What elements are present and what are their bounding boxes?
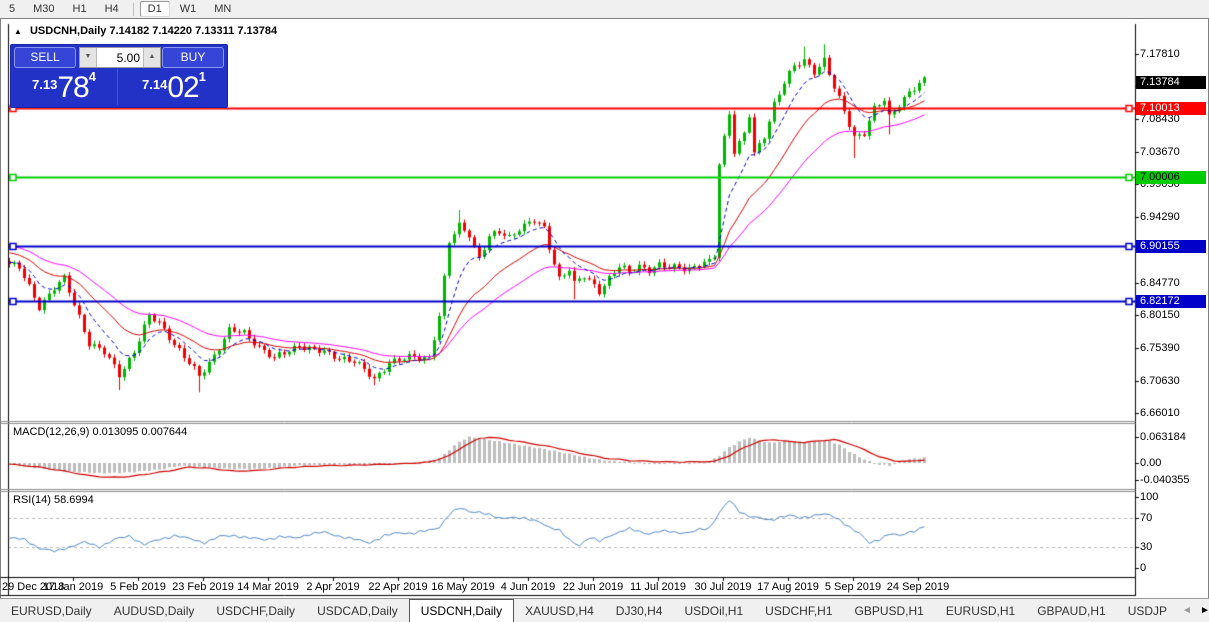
rsi-indicator-label: RSI(14) 58.6994 [13, 494, 94, 506]
rsi-tick: 70 [1140, 512, 1153, 525]
buy-price-prefix: 7.14 [142, 77, 168, 92]
date-tick-label: 5 Sep 2019 [824, 581, 882, 593]
price-tick: 7.17810 [1140, 48, 1180, 60]
price-tick: 7.03670 [1140, 145, 1180, 158]
tab-scroll-right-icon[interactable]: ► [1199, 605, 1209, 616]
chart-tab-usdoil-h1[interactable]: USDOil,H1 [684, 603, 744, 618]
date-tick-label: 22 Apr 2019 [368, 581, 428, 593]
sell-button[interactable]: SELL [14, 47, 76, 68]
tab-scroll-left-icon[interactable]: ◄ [1182, 605, 1192, 616]
timeframe-button-h1[interactable]: H1 [72, 3, 87, 15]
one-click-trade-panel: SELL ▼ ▲ BUY 7.13784 7.14021 [10, 44, 228, 108]
chart-title: ▲ USDCNH,Daily 7.14182 7.14220 7.13311 7… [14, 25, 277, 37]
price-tick: 6.75390 [1140, 341, 1180, 354]
hline-price-badge: 7.00006 [1136, 171, 1206, 185]
price-tick: 6.66010 [1140, 406, 1180, 419]
ohlc-open: 7.14182 [109, 25, 150, 37]
date-tick-label: 5 Feb 2019 [110, 581, 166, 593]
price-tick: 6.80150 [1140, 308, 1180, 321]
trade-panel-controls: SELL ▼ ▲ BUY [11, 45, 227, 69]
price-tick: 6.70630 [1140, 374, 1180, 387]
price-tick: 7.08430 [1140, 113, 1180, 125]
chevron-up-icon: ▲ [148, 53, 156, 60]
chevron-down-icon: ▼ [84, 53, 92, 60]
timeframe-button-d1[interactable]: D1 [139, 1, 170, 17]
price-tick: 6.94290 [1140, 210, 1180, 223]
timeframe-button-h4[interactable]: H4 [104, 3, 119, 15]
rsi-tick: 100 [1140, 491, 1159, 503]
hline-price-badge: 7.10013 [1136, 102, 1206, 116]
buy-price-main: 02 [167, 71, 199, 104]
date-tick-label: 17 Aug 2019 [757, 581, 819, 593]
date-tick-label: 14 Mar 2019 [237, 581, 299, 593]
sell-price-main: 78 [57, 71, 89, 104]
rsi-tick: 30 [1140, 540, 1153, 553]
date-tick-label: 24 Sep 2019 [886, 581, 950, 593]
volume-control: ▼ ▲ [79, 47, 161, 68]
date-tick-label: 11 Jul 2019 [629, 581, 687, 593]
sell-price-pip: 4 [88, 69, 96, 84]
chart-tab-dj30-h4[interactable]: DJ30,H4 [615, 603, 663, 618]
macd-tick: -0.040355 [1140, 473, 1190, 486]
chart-symbol: USDCNH,Daily [29, 25, 107, 37]
date-tick-label: 23 Feb 2019 [172, 581, 234, 593]
date-tick-label: 17 Jan 2019 [42, 581, 104, 593]
timeframe-button-mn[interactable]: MN [214, 3, 232, 15]
price-tick: 6.84770 [1140, 276, 1180, 289]
chart-tab-eurusd-h1[interactable]: EURUSD,H1 [945, 603, 1016, 618]
macd-indicator-label: MACD(12,26,9) 0.013095 0.007644 [13, 426, 188, 438]
buy-price-pip: 1 [198, 69, 206, 84]
collapse-triangle-icon[interactable]: ▲ [14, 27, 22, 36]
tab-nav: ◄ ► [1178, 599, 1209, 622]
rsi-tick: 0 [1140, 562, 1147, 574]
date-tick-label: 30 Jul 2019 [694, 581, 752, 593]
sell-price-display[interactable]: 7.13784 [11, 69, 118, 105]
ohlc-low: 7.13311 [195, 25, 235, 37]
timeframe-button-5[interactable]: 5 [9, 3, 16, 15]
chart-tab-audusd-daily[interactable]: AUDUSD,Daily [113, 603, 195, 618]
volume-increase-button[interactable]: ▲ [143, 48, 160, 67]
chart-tab-gbpaud-h1[interactable]: GBPAUD,H1 [1037, 603, 1106, 618]
volume-input[interactable] [97, 48, 143, 67]
date-tick-label: 22 Jun 2019 [562, 581, 624, 593]
chart-tab-usdcad-daily[interactable]: USDCAD,Daily [317, 603, 398, 618]
ohlc-close: 7.13784 [237, 25, 278, 37]
chart-tab-gbpusd-h1[interactable]: GBPUSD,H1 [854, 603, 924, 618]
macd-tick: 0.063184 [1140, 431, 1186, 444]
buy-price-display[interactable]: 7.14021 [121, 69, 227, 105]
timeframe-button-w1[interactable]: W1 [179, 3, 197, 15]
sell-price-prefix: 7.13 [32, 77, 58, 92]
date-tick-label: 4 Jun 2019 [500, 581, 556, 593]
timeframe-toolbar: 5 M30 H1 H4 D1 W1 MN [0, 0, 1209, 19]
buy-button[interactable]: BUY [162, 47, 224, 68]
chart-canvas[interactable] [0, 18, 1209, 597]
chart-tab-usdchf-daily[interactable]: USDCHF,Daily [216, 603, 296, 618]
chart-tab-usdcnh-daily[interactable]: USDCNH,Daily [408, 599, 515, 622]
chart-tab-usdjp[interactable]: USDJP [1127, 603, 1168, 618]
chart-tab-bar: EURUSD,Daily AUDUSD,Daily USDCHF,Daily USDC… [0, 598, 1209, 622]
current-price-badge: 7.13784 [1136, 75, 1206, 89]
hline-price-badge: 6.90155 [1136, 239, 1206, 253]
volume-decrease-button[interactable]: ▼ [80, 48, 97, 67]
date-tick-label: 29 Dec 2018 [2, 581, 65, 593]
timeframe-button-m30[interactable]: M30 [33, 3, 55, 15]
toolbar-separator [132, 2, 134, 16]
ohlc-high: 7.14220 [152, 25, 193, 37]
date-tick-label: 2 Apr 2019 [306, 581, 360, 593]
chart-tab-eurusd-daily[interactable]: EURUSD,Daily [11, 603, 92, 618]
macd-tick: 0.00 [1140, 457, 1162, 469]
chart-tab-xauusd-h4[interactable]: XAUUSD,H4 [525, 603, 594, 618]
chart-tab-usdchf-h1[interactable]: USDCHF,H1 [765, 603, 833, 618]
hline-price-badge: 6.82172 [1136, 294, 1206, 308]
date-tick-label: 16 May 2019 [431, 581, 495, 593]
